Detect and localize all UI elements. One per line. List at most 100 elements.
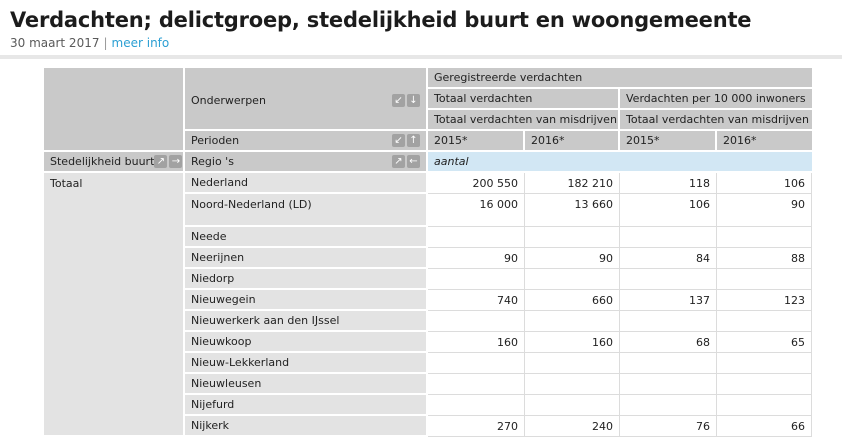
dimension-stedelijkheid-buurt-cell: Stedelijkheid buurt ↗ → [44, 152, 185, 173]
unit-row: aantal [428, 152, 813, 173]
table-row: Nieuwkoop 160 160 68 65 [44, 332, 813, 353]
arrow-right-icon[interactable]: → [169, 155, 183, 168]
data-cell: 118 [620, 173, 717, 194]
region-label: Nieuw-Lekkerland [185, 353, 428, 374]
data-cell [620, 395, 717, 416]
data-cell [428, 227, 525, 248]
data-cell [620, 311, 717, 332]
region-label: Nieuwerkerk aan den IJssel [185, 311, 428, 332]
data-cell [525, 353, 620, 374]
table-row: Niedorp [44, 269, 813, 290]
dimension-onderwerpen-cell: Onderwerpen ↙ ↓ [185, 68, 428, 131]
data-cell [525, 269, 620, 290]
region-label: Nijefurd [185, 395, 428, 416]
data-cell: 123 [717, 290, 813, 311]
data-cell: 76 [620, 416, 717, 437]
column-subgroup-misdrijven-2: Totaal verdachten van misdrijven [620, 110, 813, 131]
data-cell: 90 [717, 194, 813, 227]
region-label: Nieuwkoop [185, 332, 428, 353]
dimension-regios-cell: Regio 's ↗ ← [185, 152, 428, 173]
data-cell [525, 227, 620, 248]
dimension-stedelijkheid-buurt-label: Stedelijkheid buurt [50, 155, 155, 168]
column-subgroup-misdrijven-1: Totaal verdachten van misdrijven [428, 110, 620, 131]
data-cell: 200 550 [428, 173, 525, 194]
data-cell [428, 374, 525, 395]
data-cell [620, 353, 717, 374]
data-cell: 90 [525, 248, 620, 269]
data-cell: 84 [620, 248, 717, 269]
data-cell: 160 [525, 332, 620, 353]
page-title: Verdachten; delictgroep, stedelijkheid b… [10, 8, 752, 32]
page-header: Verdachten; delictgroep, stedelijkheid b… [0, 0, 842, 50]
column-group-per-10000-inwoners: Verdachten per 10 000 inwoners [620, 89, 813, 110]
data-cell [428, 353, 525, 374]
table-row: Nijefurd [44, 395, 813, 416]
region-label: Neede [185, 227, 428, 248]
data-cell: 90 [428, 248, 525, 269]
arrow-left-icon[interactable]: ← [407, 155, 420, 168]
arrow-down-icon[interactable]: ↓ [407, 93, 420, 107]
table-row: Nieuwleusen [44, 374, 813, 395]
publication-date: 30 maart 2017 [10, 36, 100, 51]
data-cell [620, 269, 717, 290]
region-label: Nijkerk [185, 416, 428, 437]
period-header-2015-per10000: 2015* [620, 131, 717, 152]
region-label: Neerijnen [185, 248, 428, 269]
arrow-down-left-icon[interactable]: ↙ [392, 93, 405, 107]
data-cell [620, 374, 717, 395]
period-header-2015-totaal: 2015* [428, 131, 525, 152]
table-row: Nieuw-Lekkerland [44, 353, 813, 374]
table-row: Nieuwerkerk aan den IJssel [44, 311, 813, 332]
data-cell: 68 [620, 332, 717, 353]
data-cell [717, 395, 813, 416]
data-cell [620, 227, 717, 248]
period-header-2016-per10000: 2016* [717, 131, 813, 152]
region-label: Niedorp [185, 269, 428, 290]
region-label: Nederland [185, 173, 428, 194]
arrow-down-left-icon[interactable]: ↙ [392, 134, 405, 147]
data-cell: 106 [620, 194, 717, 227]
region-label: Nieuwegein [185, 290, 428, 311]
period-header-2016-totaal: 2016* [525, 131, 620, 152]
statline-table: Onderwerpen ↙ ↓ Geregistreerde verdachte… [44, 68, 813, 437]
dimension-onderwerpen-label: Onderwerpen [191, 93, 266, 107]
dimension-perioden-label: Perioden [191, 134, 240, 147]
data-cell: 660 [525, 290, 620, 311]
data-cell: 88 [717, 248, 813, 269]
table-row: Nieuwegein 740 660 137 123 [44, 290, 813, 311]
data-cell: 66 [717, 416, 813, 437]
data-cell [525, 395, 620, 416]
arrow-up-icon[interactable]: ↑ [407, 134, 420, 147]
data-cell [717, 353, 813, 374]
table-row: Totaal Nederland 200 550 182 210 118 106 [44, 173, 813, 437]
arrow-up-right-icon[interactable]: ↗ [154, 155, 168, 168]
row-dimension-totaal: Totaal [44, 173, 185, 437]
region-label: Noord-Nederland (LD) [185, 194, 428, 227]
data-cell: 740 [428, 290, 525, 311]
data-cell [525, 374, 620, 395]
data-cell: 240 [525, 416, 620, 437]
data-cell: 160 [428, 332, 525, 353]
data-cell: 65 [717, 332, 813, 353]
data-cell [428, 311, 525, 332]
data-cell: 270 [428, 416, 525, 437]
data-cell [717, 269, 813, 290]
data-cell: 16 000 [428, 194, 525, 227]
data-cell [428, 395, 525, 416]
table-row: Noord-Nederland (LD) 16 000 13 660 106 9… [44, 194, 813, 227]
column-group-geregistreerde-verdachten: Geregistreerde verdachten [428, 68, 813, 89]
page-subtitle: 30 maart 2017 | meer info [10, 36, 842, 50]
corner-empty-cell [44, 68, 185, 152]
subtitle-separator: | [103, 36, 108, 51]
table-row: Neerijnen 90 90 84 88 [44, 248, 813, 269]
header-divider [0, 55, 842, 60]
meer-info-link[interactable]: meer info [111, 36, 170, 51]
data-cell: 137 [620, 290, 717, 311]
data-cell [525, 311, 620, 332]
arrow-up-right-icon[interactable]: ↗ [392, 155, 405, 168]
statline-table-container: Onderwerpen ↙ ↓ Geregistreerde verdachte… [44, 68, 813, 437]
data-cell [428, 269, 525, 290]
data-cell: 106 [717, 173, 813, 194]
column-group-totaal-verdachten: Totaal verdachten [428, 89, 620, 110]
data-cell [717, 227, 813, 248]
